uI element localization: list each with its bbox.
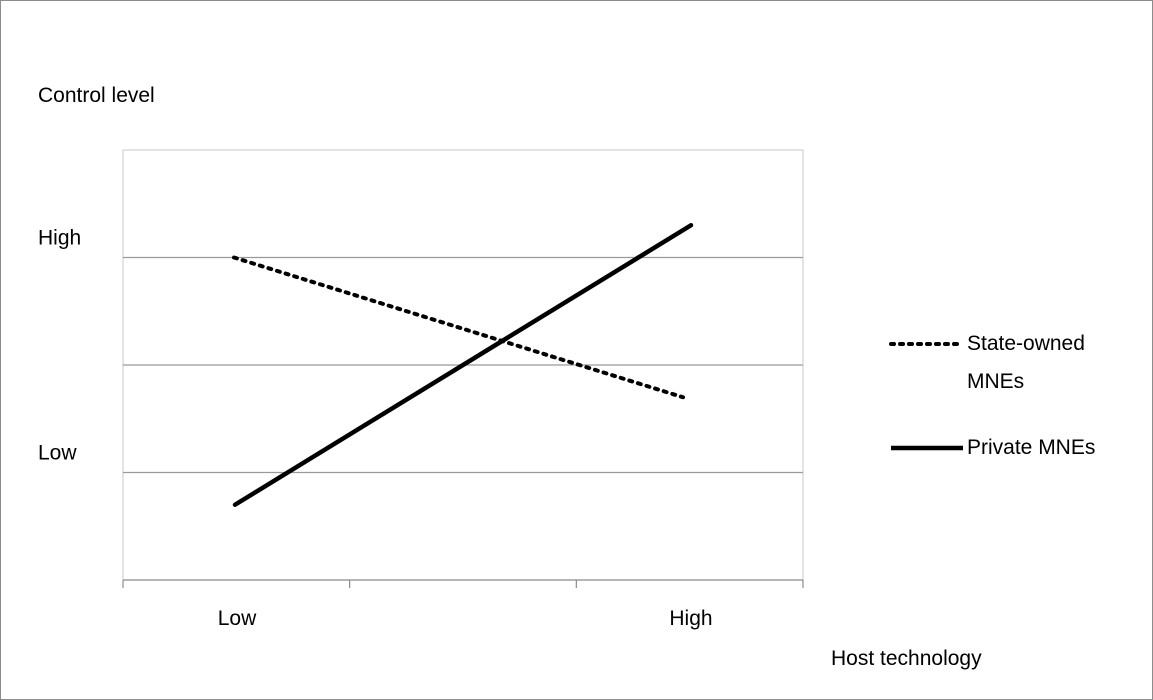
y-tick-label: Low	[38, 442, 77, 465]
legend-label: Private MNEs	[967, 436, 1095, 459]
y-axis-tick-labels: High Low	[38, 227, 81, 465]
y-axis-label: Control level	[38, 84, 155, 107]
legend-label: State-owned MNEs	[967, 332, 1085, 393]
legend: State-owned MNEs Private MNEs	[889, 332, 1095, 459]
y-tick-label: High	[38, 227, 81, 250]
x-axis-tick-labels: Low High	[218, 607, 713, 630]
x-axis-label: Host technology	[831, 647, 982, 670]
series-line-private	[232, 223, 694, 507]
series-layer	[232, 223, 694, 507]
series-line-state-owned	[232, 255, 685, 400]
x-tick-label: High	[669, 607, 712, 630]
x-tick-label: Low	[218, 607, 257, 630]
x-axis	[122, 579, 804, 588]
